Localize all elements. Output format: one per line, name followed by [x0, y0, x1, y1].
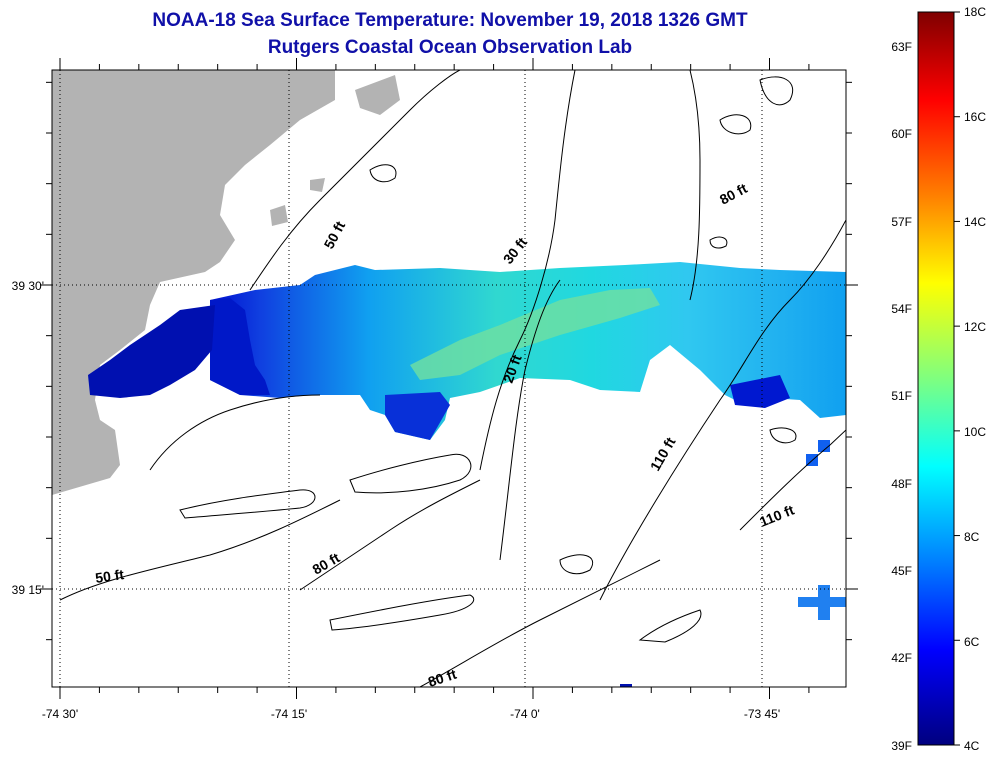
contour-80ft-north [689, 70, 701, 301]
sst-cold-edge [210, 298, 270, 395]
contour-110ft-south [739, 429, 846, 531]
colorbar-celsius-labels: 18C 16C 14C 12C 10C 8C 6C 4C [964, 5, 986, 753]
contour-50ft-south [59, 499, 341, 601]
celsius-label: 4C [964, 739, 980, 753]
lat-axis-labels: 39 30' 39 15' [12, 279, 44, 597]
contour-label: 50 ft [94, 566, 125, 586]
colorbar: 18C 16C 14C 12C 10C 8C 6C 4C 63F 60F 57F… [891, 5, 986, 753]
contour-shoal-h [769, 427, 797, 444]
contour-shoal-d [759, 76, 794, 106]
graticule [52, 70, 846, 687]
fahrenheit-label: 57F [891, 215, 912, 229]
land-islands [270, 75, 400, 226]
lon-axis-labels: -74 30' -74 15' -74 0' -73 45' [42, 707, 780, 721]
contour-20ft-ridge [499, 279, 561, 561]
colorbar-ticks [954, 11, 960, 746]
bathymetry-contours [59, 70, 846, 687]
sst-pixel-c [620, 684, 632, 687]
sst-cold-patch-south [385, 392, 450, 440]
lon-label: -74 0' [510, 707, 540, 721]
contour-inner [149, 394, 321, 471]
plot-frame [51, 69, 847, 688]
colorbar-scale [917, 11, 955, 746]
lat-label: 39 30' [12, 279, 44, 293]
colorbar-fahrenheit-labels: 63F 60F 57F 54F 51F 48F 45F 42F 39F [891, 40, 912, 753]
lon-label: -73 45' [744, 707, 780, 721]
celsius-label: 10C [964, 425, 986, 439]
contour-shoal-i [709, 236, 728, 249]
sst-swath [210, 262, 846, 440]
sst-pixel-cross [798, 585, 846, 620]
contour-80ft-bottom [419, 559, 661, 687]
map-title: NOAA-18 Sea Surface Temperature: Novembe… [152, 10, 748, 31]
fahrenheit-label: 60F [891, 127, 912, 141]
lon-label: -74 15' [271, 707, 307, 721]
fahrenheit-label: 48F [891, 477, 912, 491]
contour-50ft-north [249, 70, 461, 291]
axis-ticks [40, 58, 858, 699]
fahrenheit-label: 51F [891, 389, 912, 403]
contour-shoal-c [719, 114, 752, 135]
contour-shoal-b [179, 489, 316, 519]
contour-shoal-j [369, 164, 397, 183]
sst-pixel-a [818, 440, 830, 452]
contour-80ft-south [299, 479, 481, 591]
contour-30ft-ridge [479, 70, 576, 471]
contour-110ft-east [599, 219, 846, 601]
land-mass [52, 70, 335, 495]
contour-shoal-g [638, 609, 702, 643]
contour-shoal-e [559, 554, 593, 575]
fahrenheit-label: 45F [891, 564, 912, 578]
celsius-label: 12C [964, 320, 986, 334]
fahrenheit-label: 42F [891, 651, 912, 665]
celsius-label: 8C [964, 530, 980, 544]
lon-label: -74 30' [42, 707, 78, 721]
lat-label: 39 15' [12, 583, 44, 597]
sst-coastal-cold [88, 305, 215, 398]
celsius-label: 18C [964, 5, 986, 19]
celsius-label: 6C [964, 635, 980, 649]
map-subtitle: Rutgers Coastal Ocean Observation Lab [267, 37, 633, 58]
sst-east-cold [730, 375, 790, 408]
celsius-label: 14C [964, 215, 986, 229]
contour-shoal-f [329, 594, 475, 631]
fahrenheit-label: 54F [891, 302, 912, 316]
fahrenheit-label: 63F [891, 40, 912, 54]
contour-shoal-a [349, 453, 472, 494]
fahrenheit-label: 39F [891, 739, 912, 753]
celsius-label: 16C [964, 110, 986, 124]
